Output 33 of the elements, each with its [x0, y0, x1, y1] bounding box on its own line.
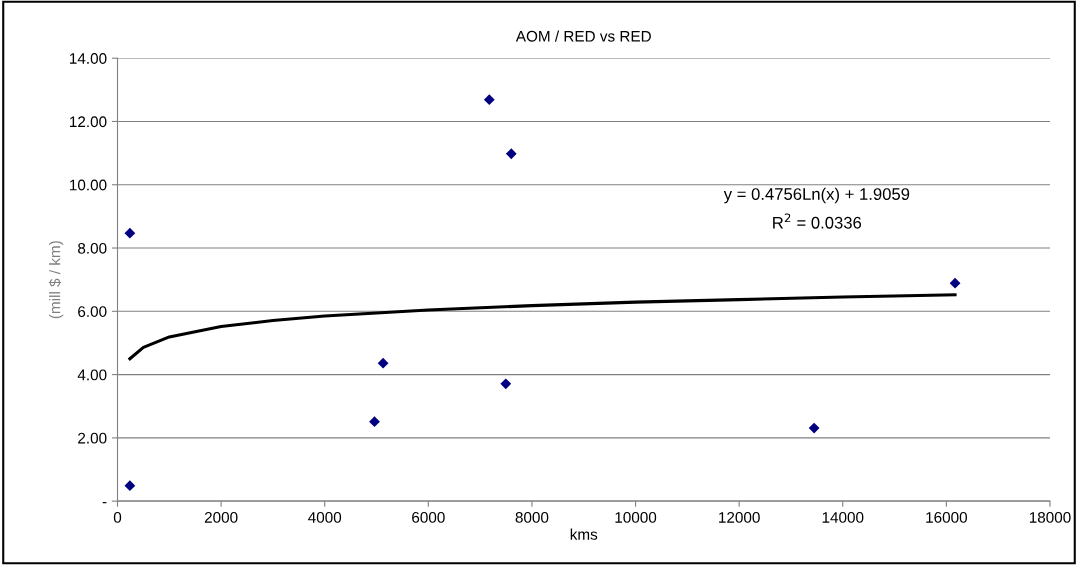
- y-tick-label: 2.00: [78, 432, 107, 444]
- x-tick-label: 0: [113, 511, 122, 523]
- point: [949, 277, 961, 289]
- point: [500, 378, 512, 390]
- x-tick-label: 14000: [822, 511, 864, 523]
- y-axis-title: (mill $ / km): [48, 241, 64, 319]
- x-tick-label: 8000: [515, 511, 549, 523]
- point: [369, 416, 380, 428]
- y-tick-label: 10.00: [70, 179, 107, 191]
- line-series: [128, 293, 957, 361]
- point: [377, 357, 389, 369]
- point: [505, 148, 517, 160]
- point: [483, 94, 495, 106]
- y-tick-label: 4.00: [77, 369, 107, 381]
- x-tick-label: 12000: [719, 511, 760, 523]
- annotation: R$^{2}$ = 0.0336: [773, 213, 862, 229]
- y-tick-label: 14.00: [70, 53, 107, 64]
- x-axis-title: kms: [570, 528, 598, 540]
- chart-title: AOM / RED vs RED: [515, 30, 651, 42]
- x-tick-label: 6000: [412, 511, 445, 523]
- y-tick-label: 12.00: [70, 116, 107, 128]
- x-tick-label: 2000: [204, 511, 238, 523]
- point: [808, 422, 820, 434]
- y-tick-label: -: [102, 502, 107, 504]
- annotation: y = 0.4756Ln(x) + 1.9059: [723, 187, 910, 204]
- x-tick-label: 16000: [926, 511, 968, 523]
- y-tick-label: 6.00: [78, 306, 107, 317]
- x-tick-label: 4000: [308, 511, 342, 523]
- y-tick-label: 8.00: [78, 242, 107, 254]
- point: [124, 227, 136, 239]
- x-tick-label: 18000: [1029, 511, 1071, 523]
- x-tick-label: 10000: [615, 511, 657, 523]
- point: [124, 480, 136, 492]
